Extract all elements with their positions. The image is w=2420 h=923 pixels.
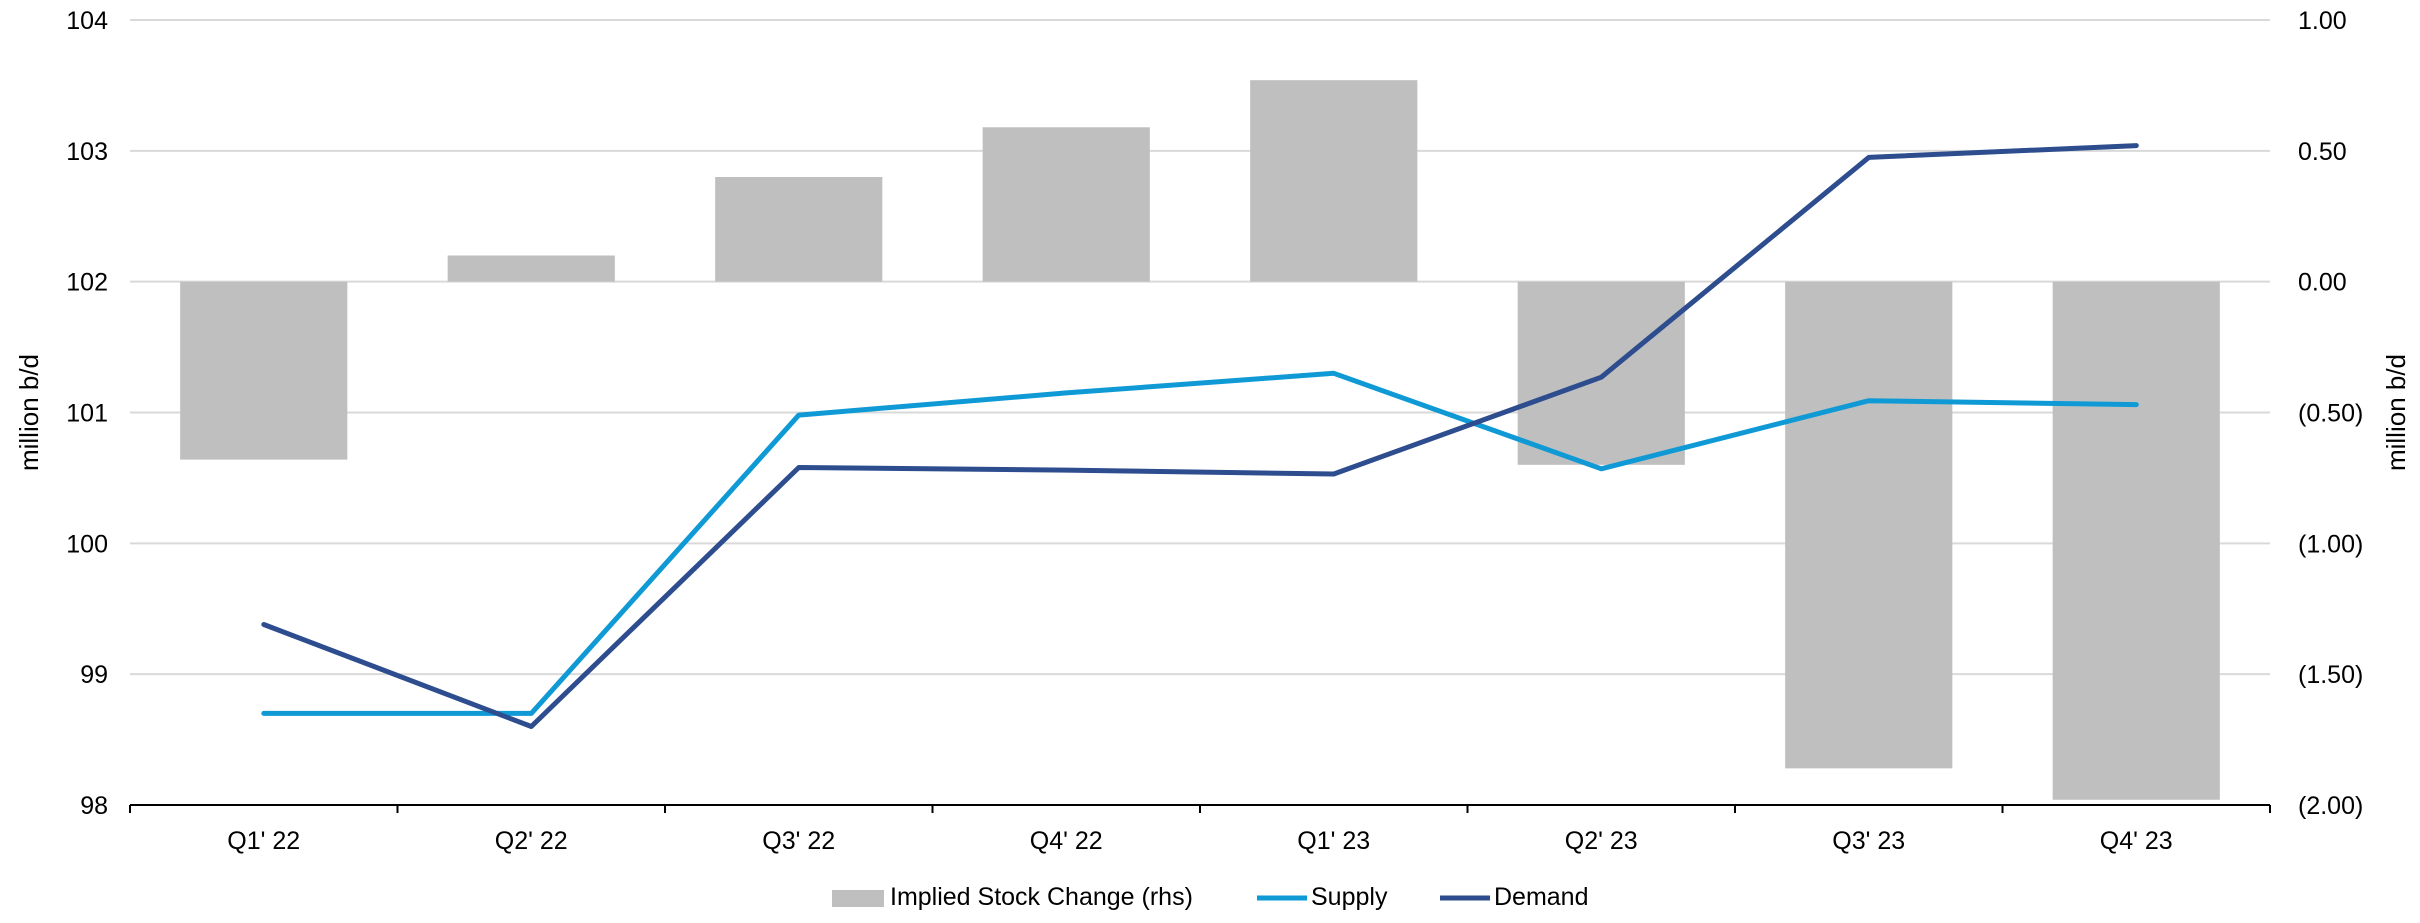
legend-swatch-implied-stock-change bbox=[832, 890, 884, 907]
bar-implied-stock-change bbox=[982, 127, 1150, 282]
bar-implied-stock-change bbox=[715, 177, 883, 282]
axes: Q1' 22 Q2' 22 Q3' 22 Q4' 22 Q1' 23 Q2' 23 Q3' … bbox=[14, 7, 2411, 855]
right-tick-label: 1.00 bbox=[2298, 7, 2347, 35]
legend-label-supply: Supply bbox=[1311, 883, 1388, 911]
bar-implied-stock-change bbox=[1250, 80, 1418, 282]
right-tick-label: (0.50) bbox=[2298, 400, 2363, 428]
x-tick-label: Q2' 22 bbox=[495, 827, 568, 855]
right-tick-label: (1.00) bbox=[2298, 530, 2363, 558]
left-tick-label: 104 bbox=[66, 7, 108, 35]
x-tick-label: Q4' 22 bbox=[1030, 827, 1103, 855]
bars bbox=[180, 80, 2220, 800]
bar-implied-stock-change bbox=[2052, 281, 2220, 800]
left-tick-label: 102 bbox=[66, 269, 108, 297]
line-demand bbox=[261, 143, 2139, 729]
legend: Implied Stock Change (rhs) Supply Demand bbox=[832, 883, 1589, 911]
x-tick-label: Q2' 23 bbox=[1565, 827, 1638, 855]
x-tick-label: Q3' 23 bbox=[1832, 827, 1905, 855]
bar-implied-stock-change bbox=[1785, 281, 1953, 769]
left-tick-label: 101 bbox=[66, 400, 108, 428]
left-tick-label: 99 bbox=[80, 661, 108, 689]
x-tick-label: Q4' 23 bbox=[2100, 827, 2173, 855]
left-tick-label: 103 bbox=[66, 138, 108, 166]
x-tick-label: Q1' 23 bbox=[1297, 827, 1370, 855]
right-tick-label: 0.50 bbox=[2298, 138, 2347, 166]
bar-implied-stock-change bbox=[180, 281, 348, 460]
right-tick-label: (1.50) bbox=[2298, 661, 2363, 689]
x-tick-label: Q1' 22 bbox=[227, 827, 300, 855]
left-tick-label: 100 bbox=[66, 530, 108, 558]
bar-implied-stock-change bbox=[447, 255, 615, 282]
line-supply bbox=[261, 370, 2139, 716]
right-axis-title: million b/d bbox=[2381, 354, 2411, 471]
left-axis-title: million b/d bbox=[14, 354, 44, 471]
right-tick-label: 0.00 bbox=[2298, 269, 2347, 297]
left-tick-label: 98 bbox=[80, 792, 108, 820]
right-tick-label: (2.00) bbox=[2298, 792, 2363, 820]
legend-label-implied-stock-change: Implied Stock Change (rhs) bbox=[890, 883, 1193, 911]
series-lines bbox=[261, 143, 2139, 729]
bar-implied-stock-change bbox=[1517, 281, 1685, 465]
legend-label-demand: Demand bbox=[1494, 883, 1589, 911]
x-tick-label: Q3' 22 bbox=[762, 827, 835, 855]
